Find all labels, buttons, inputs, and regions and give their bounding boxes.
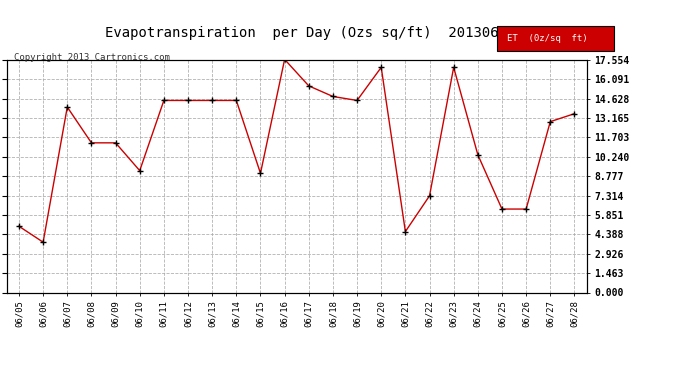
Text: Copyright 2013 Cartronics.com: Copyright 2013 Cartronics.com — [14, 53, 170, 62]
Text: ET  (0z/sq  ft): ET (0z/sq ft) — [507, 34, 588, 43]
Text: Evapotranspiration  per Day (Ozs sq/ft)  20130629: Evapotranspiration per Day (Ozs sq/ft) 2… — [106, 26, 515, 40]
